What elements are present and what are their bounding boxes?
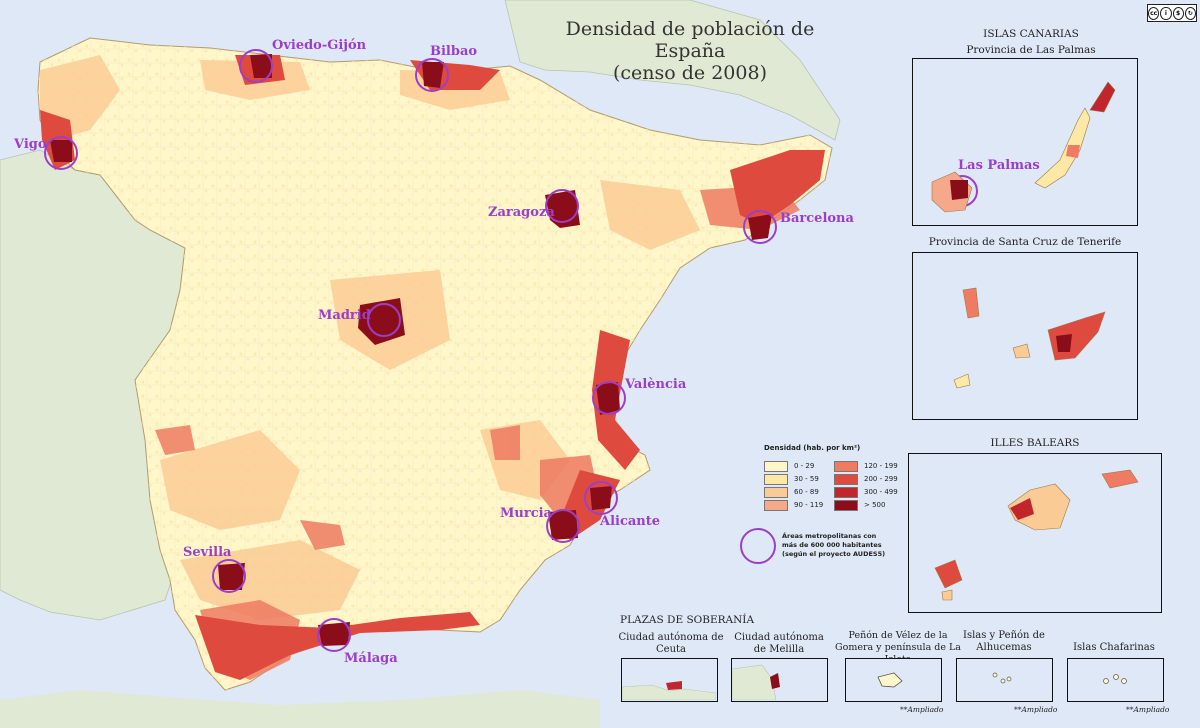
legend-swatch	[764, 473, 788, 485]
city-label-sevilla: Sevilla	[183, 545, 232, 560]
legend-swatch	[764, 499, 788, 511]
circle-madrid	[367, 303, 401, 337]
city-label-vigo: Vigo	[14, 137, 47, 152]
cc-icon: cc	[1148, 6, 1160, 20]
legend-swatch	[764, 486, 788, 498]
alhucemas-frame	[956, 658, 1053, 702]
tenerife-title: Provincia de Santa Cruz de Tenerife	[928, 236, 1122, 248]
ampliado-note-alhucemas: **Ampliado	[1014, 705, 1058, 714]
city-label-murcia: Murcia	[500, 506, 552, 521]
legend-swatch	[834, 473, 858, 485]
morocco-land	[0, 690, 600, 728]
ceuta-frame	[621, 658, 718, 702]
melilla-label: Ciudad autónoma de Melilla	[734, 632, 824, 655]
melilla-map	[731, 664, 780, 701]
legend-swatch	[764, 460, 788, 472]
chafarinas-map	[1103, 674, 1127, 684]
ceuta-label: Ciudad autónoma de Ceuta	[618, 632, 724, 655]
legend-item: 0 - 29	[764, 460, 834, 472]
circle-malaga	[317, 618, 351, 652]
legend-metro-note: Áreas metropolitanas con más de 600 000 …	[782, 532, 886, 558]
baleares-islands	[934, 469, 1139, 601]
las-palmas-islands	[931, 81, 1116, 213]
city-label-madrid: Madrid	[318, 308, 371, 323]
city-label-malaga: Málaga	[344, 651, 398, 666]
las-palmas-title: Provincia de Las Palmas	[966, 44, 1096, 56]
legend-item: > 500	[834, 499, 904, 511]
circle-zaragoza	[545, 189, 579, 223]
map-title: Densidad de población de España (censo d…	[540, 18, 840, 84]
city-label-valencia: València	[625, 377, 687, 392]
circle-murcia	[546, 509, 580, 543]
city-label-bilbao: Bilbao	[430, 44, 478, 59]
legend-item: 60 - 89	[764, 486, 834, 498]
legend-item: 90 - 119	[764, 499, 834, 511]
legend-item: 30 - 59	[764, 473, 834, 485]
alhucemas-map	[992, 672, 1012, 684]
legend-swatch	[834, 486, 858, 498]
circle-alicante	[584, 481, 618, 515]
baleares-title: ILLES BALEARS	[990, 437, 1080, 449]
title-line-1: Densidad de población de España	[565, 18, 815, 62]
canarias-title: ISLAS CANARIAS	[983, 28, 1079, 40]
france-land	[504, 0, 841, 141]
nc-icon: $	[1172, 6, 1184, 20]
legend-title: Densidad (hab. por km²)	[764, 444, 861, 452]
melilla-frame	[731, 658, 828, 702]
city-label-barcelona: Barcelona	[780, 211, 854, 226]
title-line-2: (censo de 2008)	[613, 62, 767, 84]
tenerife-islands	[953, 287, 1106, 389]
chafarinas-label: Islas Chafarinas	[1073, 642, 1155, 653]
circle-bilbao	[415, 58, 449, 92]
legend-swatch	[834, 499, 858, 511]
city-label-las-palmas: Las Palmas	[958, 158, 1040, 173]
ampliado-note-chafarinas: **Ampliado	[1126, 705, 1170, 714]
legend-item: 300 - 499	[834, 486, 904, 498]
chafarinas-frame	[1067, 658, 1164, 702]
las-palmas-frame	[912, 58, 1138, 226]
sa-icon: ↻	[1184, 6, 1196, 20]
plazas-title: PLAZAS DE SOBERANÍA	[620, 614, 755, 626]
tenerife-frame	[912, 252, 1138, 420]
circle-sevilla	[212, 559, 246, 593]
circle-barcelona	[743, 210, 777, 244]
velez-frame	[845, 658, 942, 702]
license-badge: cc i $ ↻	[1147, 4, 1197, 22]
legend-item: 200 - 299	[834, 473, 904, 485]
circle-vigo	[44, 136, 78, 170]
ampliado-note-velez: **Ampliado	[900, 705, 944, 714]
circle-valencia	[592, 381, 626, 415]
baleares-frame	[908, 453, 1162, 613]
city-label-oviedo: Oviedo-Gijón	[272, 38, 367, 53]
ceuta-map	[621, 681, 717, 701]
legend-item: 120 - 199	[834, 460, 904, 472]
legend-swatch	[834, 460, 858, 472]
legend-grid: 0 - 29 120 - 199 30 - 59 200 - 299 60 - …	[764, 460, 904, 511]
alhucemas-label: Islas y Peñón de Alhucemas	[963, 630, 1045, 653]
legend-metro-circle	[740, 528, 776, 564]
velez-map	[877, 672, 903, 688]
city-label-alicante: Alicante	[600, 514, 661, 529]
city-label-zaragoza: Zaragoza	[488, 205, 555, 220]
metro-circles	[44, 49, 978, 652]
by-icon: i	[1160, 6, 1172, 20]
legend: Densidad (hab. por km²) 0 - 29 120 - 199…	[764, 444, 904, 511]
circle-oviedo	[239, 49, 273, 83]
